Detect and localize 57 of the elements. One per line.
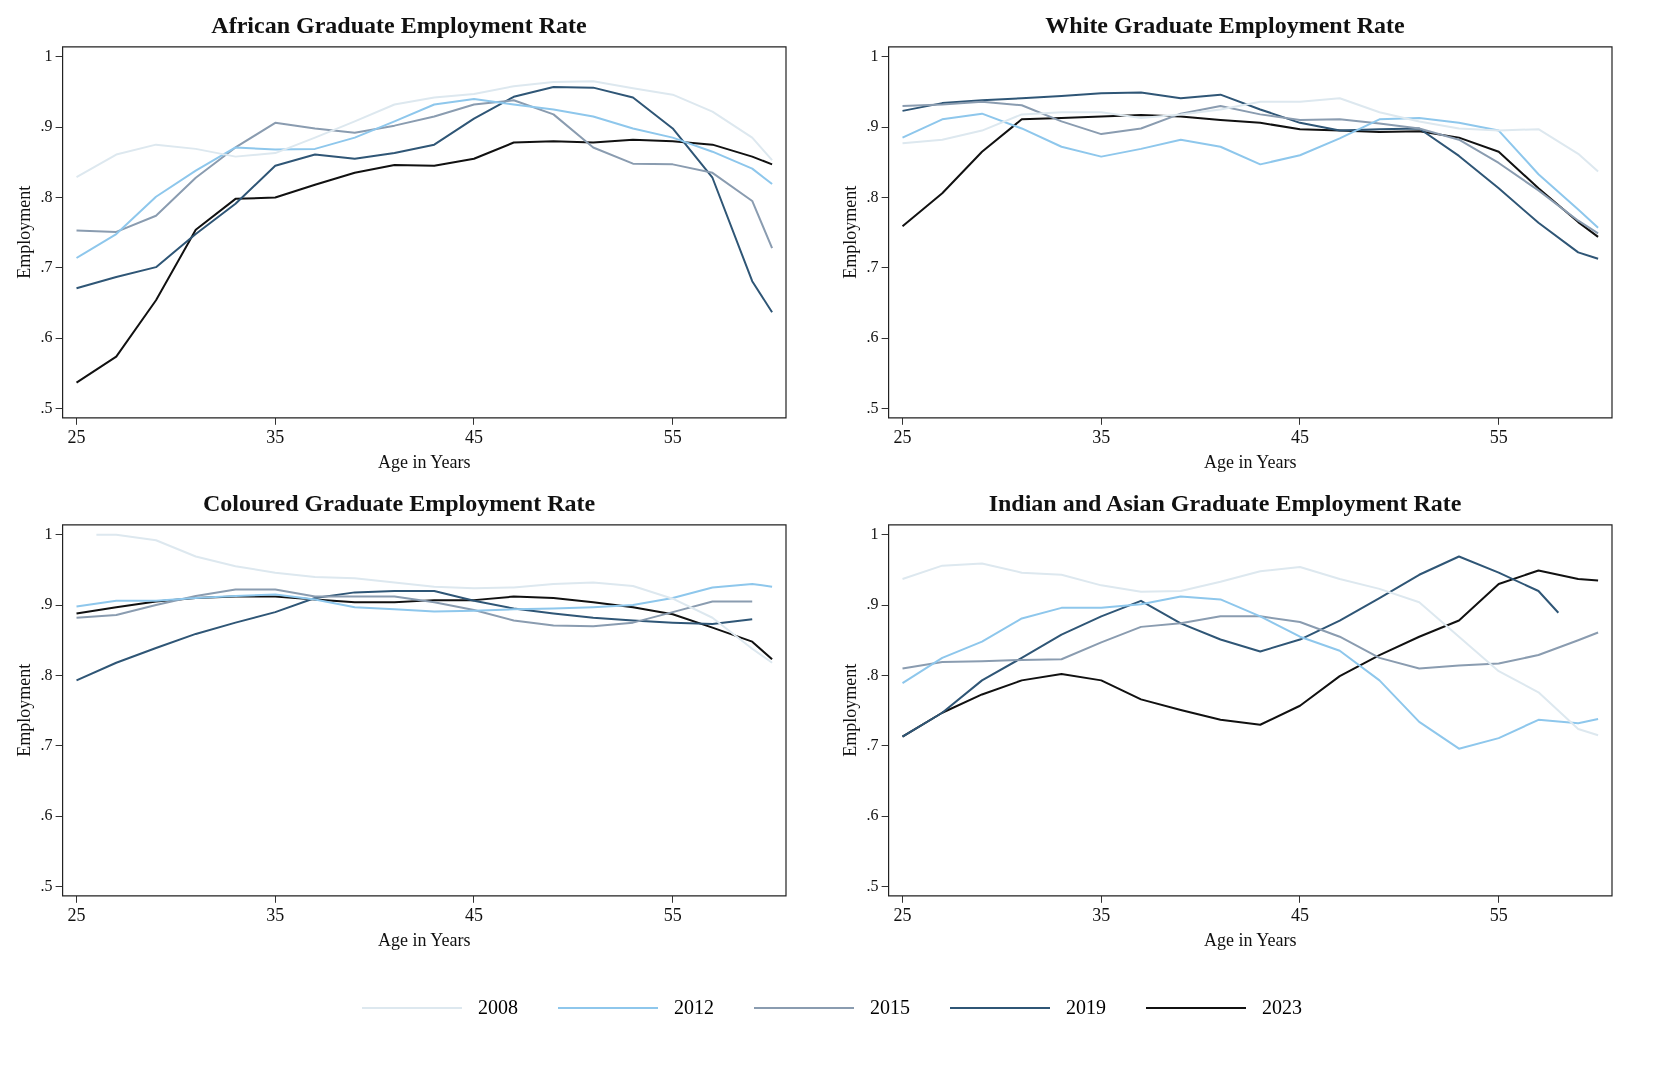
y-tick-label: .5 [866,876,879,894]
y-tick-label: 1 [870,524,879,542]
y-axis-title: Employment [13,663,34,757]
x-tick-label: 45 [464,905,483,926]
y-tick-label: .9 [866,595,879,613]
x-axis-title: Age in Years [378,929,471,950]
x-axis-title: Age in Years [378,451,471,472]
x-tick-label: 45 [1290,905,1309,926]
y-tick-label: .8 [40,187,53,205]
y-tick-label: .8 [40,665,53,683]
y-tick-label: .5 [866,398,879,416]
x-tick-label: 45 [464,427,483,448]
y-tick-label: .8 [866,187,879,205]
y-tick-label: 1 [44,46,53,64]
y-tick-label: .8 [866,665,879,683]
y-tick-label: .6 [40,806,53,824]
y-tick-label: 1 [44,524,53,542]
x-tick-label: 35 [266,427,285,448]
y-tick-label: 1 [870,46,879,64]
y-tick-label: .5 [40,398,53,416]
chart-title: Indian and Asian Graduate Employment Rate [988,489,1462,516]
x-axis-title: Age in Years [1204,451,1297,472]
y-tick-label: .6 [866,328,879,346]
legend-label: 2019 [1066,996,1106,1019]
x-tick-label: 25 [893,427,912,448]
x-tick-label: 25 [893,905,912,926]
x-tick-label: 45 [1290,427,1309,448]
y-tick-label: .6 [40,328,53,346]
y-axis-title: Employment [839,185,860,279]
y-tick-label: .9 [40,595,53,613]
chart-title: White Graduate Employment Rate [1045,11,1405,38]
y-tick-label: .6 [866,806,879,824]
y-tick-label: .9 [40,117,53,135]
y-tick-label: .5 [40,876,53,894]
x-tick-label: 55 [1489,427,1508,448]
x-axis-title: Age in Years [1204,929,1297,950]
y-axis-title: Employment [839,663,860,757]
legend-label: 2015 [870,996,910,1019]
y-tick-label: .7 [40,736,53,754]
chart-title: Coloured Graduate Employment Rate [202,489,596,516]
x-tick-label: 25 [67,427,86,448]
y-tick-label: .7 [40,258,53,276]
y-tick-label: .7 [866,736,879,754]
x-tick-label: 55 [663,427,682,448]
x-tick-label: 55 [663,905,682,926]
x-tick-label: 25 [67,905,86,926]
legend-label: 2008 [478,996,518,1019]
x-tick-label: 55 [1489,905,1508,926]
legend-label: 2023 [1262,996,1302,1019]
y-axis-title: Employment [13,185,34,279]
legend-label: 2012 [674,996,714,1019]
x-tick-label: 35 [266,905,285,926]
y-tick-label: .7 [866,258,879,276]
y-tick-label: .9 [866,117,879,135]
x-tick-label: 35 [1092,905,1111,926]
x-tick-label: 35 [1092,427,1111,448]
chart-title: African Graduate Employment Rate [211,11,587,38]
